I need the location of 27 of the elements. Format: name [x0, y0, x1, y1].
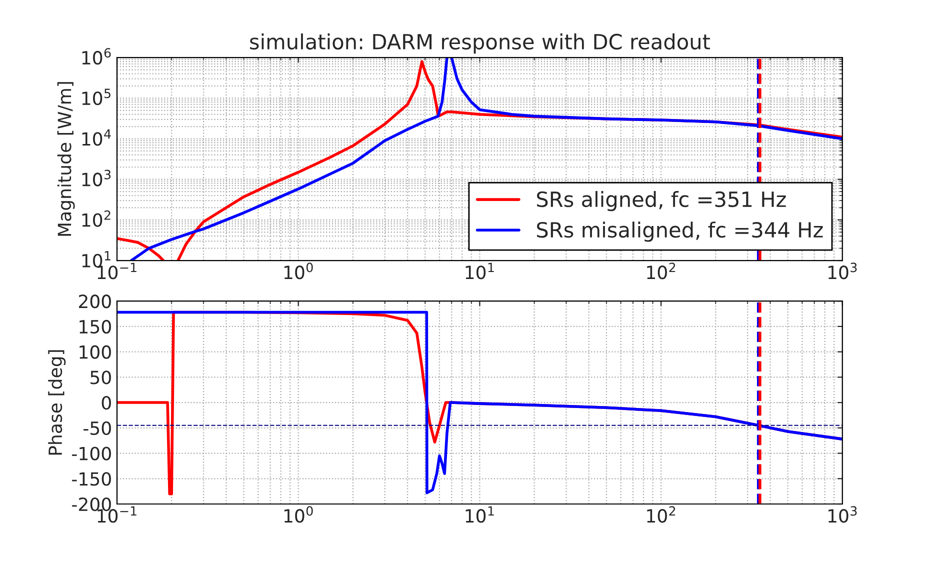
y-tick-label: 10$^{1}$	[82, 251, 110, 268]
x-tick-label: 10$^{2}$	[647, 506, 676, 523]
y-tick-label: -50	[84, 421, 111, 436]
x-tick-label: 10$^{1}$	[466, 262, 494, 280]
y-axis-title: Magnitude [W/m]	[57, 82, 75, 236]
y-tick-label: 150	[80, 320, 111, 334]
x-tick-label: 10$^{3}$	[828, 262, 857, 280]
y-tick-label: 10$^{3}$	[82, 170, 111, 186]
x-tick-label: 10$^{0}$	[284, 506, 313, 523]
x-tick-label: 10$^{3}$	[828, 506, 857, 523]
y-tick-label: 10$^{4}$	[82, 129, 111, 146]
y-tick-label: 200	[79, 294, 111, 308]
y-tick-label: 50	[90, 370, 111, 384]
x-tick-label: 10$^{0}$	[284, 262, 313, 280]
y-axis-title: Phase [deg]	[48, 350, 66, 455]
y-tick-label: 10$^{5}$	[82, 88, 110, 106]
y-tick-label: 10$^{6}$	[82, 48, 111, 65]
x-tick-label: 10$^{1}$	[466, 506, 494, 523]
chart-title: simulation: DARM response with DC readout	[250, 33, 710, 54]
y-tick-label: -150	[72, 472, 111, 486]
y-tick-label: -100	[72, 446, 111, 460]
legend-label: SRs misaligned, fc =344 Hz	[537, 222, 823, 242]
y-tick-label: 10$^{2}$	[82, 210, 110, 227]
y-tick-label: 100	[80, 345, 111, 359]
x-tick-label: 10$^{2}$	[647, 262, 676, 280]
y-tick-label: 0	[102, 396, 111, 410]
legend-label: SRs aligned, fc =351 Hz	[537, 191, 786, 212]
